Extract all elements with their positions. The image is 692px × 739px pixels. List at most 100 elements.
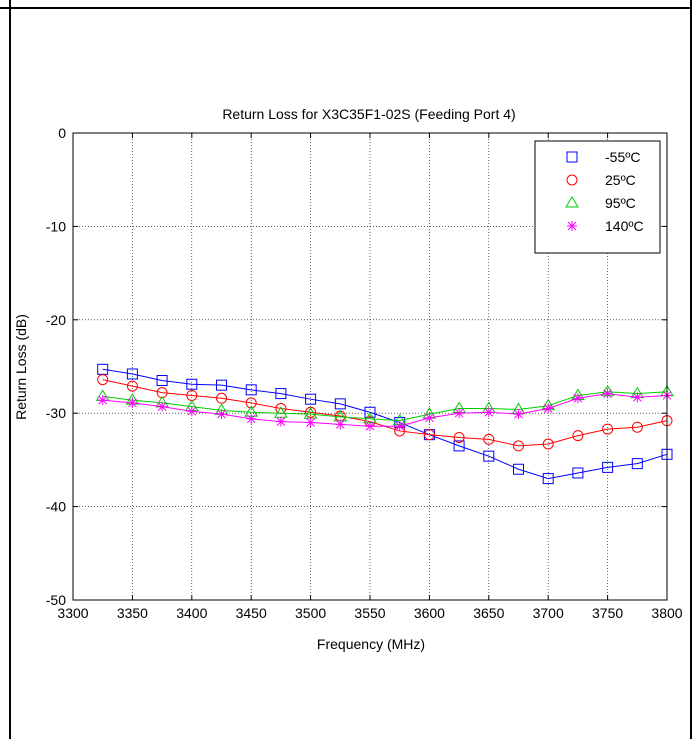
star-stroke <box>632 392 642 402</box>
legend-box <box>534 140 661 254</box>
series-1 <box>97 374 673 452</box>
y-tick-label: -10 <box>46 218 66 234</box>
data-point <box>602 423 614 435</box>
star-stroke <box>335 420 345 429</box>
y-tick-label: -30 <box>46 405 66 421</box>
data-point <box>483 433 495 445</box>
star-stroke <box>157 402 167 412</box>
x-tick-label: 3600 <box>414 605 445 621</box>
data-point <box>127 397 138 408</box>
data-point <box>216 392 227 404</box>
x-tick-label: 3750 <box>592 605 623 621</box>
data-point <box>602 388 613 399</box>
star-stroke <box>187 406 197 416</box>
data-point <box>631 458 643 470</box>
data-point <box>97 395 108 406</box>
x-axis-label: Frequency (MHz) <box>317 636 425 652</box>
data-point <box>631 421 643 433</box>
data-point <box>542 438 554 450</box>
data-point <box>156 375 168 387</box>
star-stroke <box>217 409 226 419</box>
legend-items: -55ºC 25ºC 95ºC 140ºC <box>565 149 644 234</box>
x-tick-label: 3450 <box>236 605 267 621</box>
data-point <box>186 406 197 417</box>
x-tick-label: 3550 <box>354 605 385 621</box>
data-point <box>453 431 465 443</box>
x-tick-label: 3800 <box>651 605 682 621</box>
series-0 <box>97 363 673 485</box>
series-3 <box>97 388 672 432</box>
data-point <box>453 440 465 452</box>
series-line <box>102 368 668 480</box>
legend-marker <box>567 221 577 231</box>
data-point <box>275 388 287 400</box>
star-stroke <box>365 421 375 431</box>
data-point <box>572 467 584 479</box>
data-point <box>245 397 257 409</box>
data-point <box>246 413 257 424</box>
y-tick-label: -40 <box>46 499 66 515</box>
data-point <box>186 378 198 390</box>
star-stroke <box>246 414 256 424</box>
data-point <box>572 393 583 404</box>
data-point <box>126 380 138 392</box>
data-point <box>216 379 227 391</box>
x-tick-label: 3650 <box>473 605 504 621</box>
x-tick-label: 3500 <box>295 605 326 621</box>
star-stroke <box>454 408 464 418</box>
data-point <box>513 409 524 420</box>
data-point <box>364 406 376 418</box>
page-right-border <box>690 0 692 739</box>
y-tick-label: -20 <box>46 312 66 328</box>
data-point <box>572 430 584 442</box>
series-layer <box>95 363 674 485</box>
legend: -55ºC 25ºC 95ºC 140ºC <box>534 140 661 254</box>
y-axis-label: Return Loss (dB) <box>13 314 29 420</box>
series-2 <box>95 384 674 426</box>
star-stroke <box>425 413 434 423</box>
star-stroke <box>543 404 553 413</box>
data-point <box>394 421 405 432</box>
legend-marker <box>565 196 579 208</box>
star-stroke <box>128 398 137 408</box>
data-point <box>305 417 316 428</box>
star-stroke <box>514 409 523 419</box>
y-tick-label: -50 <box>46 592 66 608</box>
star-stroke <box>395 421 405 431</box>
data-point <box>424 412 435 423</box>
data-point <box>483 407 494 418</box>
data-point <box>423 429 435 441</box>
x-tick-label: 3350 <box>117 605 148 621</box>
data-point <box>454 408 465 419</box>
data-point <box>157 401 168 412</box>
data-point <box>513 440 524 452</box>
x-tick-label: 3700 <box>533 605 564 621</box>
data-point <box>245 384 257 396</box>
y-tick-label: 0 <box>58 125 66 141</box>
legend-label: -55ºC <box>605 149 640 165</box>
legend-label: 140ºC <box>605 218 644 234</box>
data-point <box>275 416 286 427</box>
data-point <box>335 419 346 430</box>
star-stroke <box>573 393 583 403</box>
x-tick-label: 3400 <box>176 605 207 621</box>
star-stroke <box>484 407 494 417</box>
star-stroke <box>98 395 108 405</box>
page-left-border <box>9 0 11 739</box>
data-point <box>305 393 317 405</box>
data-point <box>483 450 495 462</box>
legend-label: 25ºC <box>605 172 636 188</box>
data-point <box>334 398 346 410</box>
data-point <box>216 409 227 420</box>
legend-marker <box>566 174 578 186</box>
chart-title: Return Loss for X3C35F1-02S (Feeding Por… <box>222 106 515 122</box>
star-stroke <box>603 389 612 398</box>
tick-layer: 3300 3350 3400 3450 3500 3550 3600 3650 3700 3750… <box>46 125 683 621</box>
x-tick-label: 3300 <box>57 605 88 621</box>
data-point <box>97 374 109 386</box>
data-point <box>632 392 643 403</box>
legend-label: 95ºC <box>605 195 636 211</box>
data-point <box>602 461 614 473</box>
page-top-border <box>0 0 692 9</box>
